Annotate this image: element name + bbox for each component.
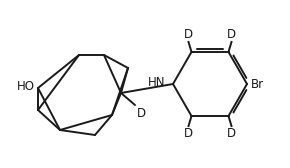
Text: D: D (227, 28, 236, 41)
Text: D: D (227, 127, 236, 140)
Text: HO: HO (17, 79, 35, 93)
Text: D: D (184, 127, 193, 140)
Text: HN: HN (148, 76, 165, 90)
Text: Br: Br (251, 77, 264, 91)
Text: D: D (137, 107, 146, 120)
Text: D: D (184, 28, 193, 41)
